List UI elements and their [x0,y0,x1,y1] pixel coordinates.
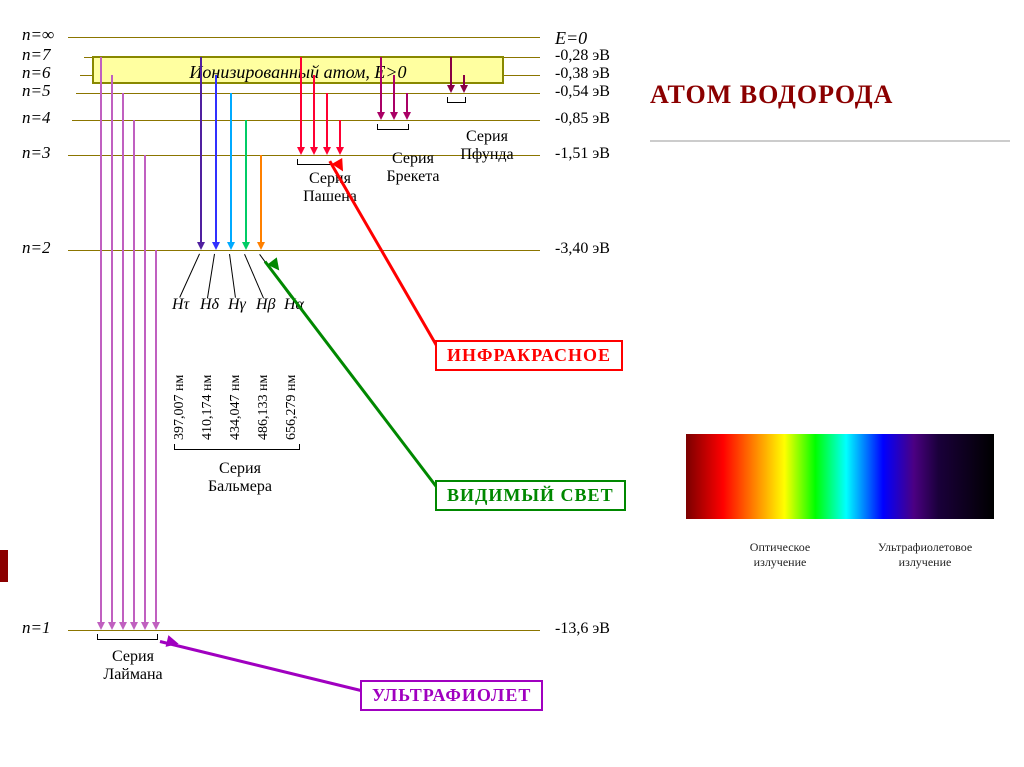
level-label: n=1 [22,618,50,638]
balmer-wavelength: 656,279 нм [284,330,300,440]
series-arrow-line [200,57,202,244]
callout-box-ultraviolet: УЛЬТРАФИОЛЕТ [360,680,543,711]
balmer-symbol: Hτ [172,296,189,314]
series-arrow-head [447,85,455,93]
page-title: АТОМ ВОДОРОДА [650,80,893,110]
decor-hr [650,140,1010,142]
series-arrow-head [212,242,220,250]
series-arrow-line [245,120,247,244]
spectrum-label: Оптическое излучение [710,540,850,570]
series-brace [97,634,158,640]
energy-level-line [68,250,540,251]
energy-value: -3,40 эВ [555,240,610,258]
balmer-connector [229,254,236,298]
series-arrow-head [227,242,235,250]
series-arrow-head [310,147,318,155]
callout-arrowhead-visible [267,257,284,274]
balmer-brace [174,444,300,450]
series-arrow-line [155,250,157,624]
series-arrow-line [122,93,124,624]
level-label: n=2 [22,238,50,258]
series-arrow-head [152,622,160,630]
series-arrow-line [326,93,328,149]
series-arrow-line [260,155,262,244]
series-arrow-line [111,75,113,624]
series-arrow-head [390,112,398,120]
balmer-symbol: Hδ [200,296,219,314]
spectrum-panel [680,410,1000,525]
series-arrow-line [230,93,232,244]
series-arrow-head [242,242,250,250]
series-arrow-line [100,57,102,624]
series-arrow-line [380,57,382,114]
series-arrow-line [215,75,217,244]
series-arrow-line [406,93,408,114]
balmer-symbol: Hβ [256,296,276,314]
series-arrow-head [297,147,305,155]
series-arrow-line [339,120,341,149]
balmer-wavelength: 397,007 нм [172,330,188,440]
series-arrow-head [97,622,105,630]
series-brace [377,124,409,130]
series-arrow-line [450,57,452,87]
callout-arrow-infrared [329,161,442,352]
series-label-pfund: Серия Пфунда [442,128,532,164]
callout-arrow-ultraviolet [160,640,366,693]
series-arrow-head [197,242,205,250]
series-arrow-head [119,622,127,630]
energy-value: -13,6 эВ [555,620,610,638]
series-arrow-head [377,112,385,120]
energy-level-line [68,630,540,631]
series-arrow-line [393,75,395,114]
callout-box-infrared: ИНФРАКРАСНОЕ [435,340,623,371]
series-label-paschen: Серия Пашена [285,170,375,206]
energy-zero-label: E=0 [555,28,587,49]
balmer-connector [207,254,215,298]
series-arrow-head [336,147,344,155]
series-arrow-head [323,147,331,155]
energy-value: -0,85 эВ [555,110,610,128]
balmer-wavelength: 410,174 нм [200,330,216,440]
level-label: n=6 [22,63,50,83]
ionized-atom-box: Ионизированный атом, E>0 [92,56,504,84]
callout-box-visible: ВИДИМЫЙ СВЕТ [435,480,626,511]
balmer-wavelength: 486,133 нм [256,330,272,440]
balmer-connector [244,254,264,298]
energy-level-line [76,93,540,94]
energy-level-line [72,120,540,121]
level-label: n=3 [22,143,50,163]
level-label: n=∞ [22,25,54,45]
series-brace [447,97,466,103]
series-label-balmer: Серия Бальмера [190,460,290,496]
level-label: n=7 [22,45,50,65]
series-arrow-line [300,57,302,149]
energy-value: -0,28 эВ [555,47,610,65]
spectrum-label: Ультрафиолетовое излучение [855,540,995,570]
series-arrow-line [313,75,315,149]
spectrum-gradient [686,434,994,519]
series-arrow-line [144,155,146,624]
decor-bar [0,550,8,582]
series-arrow-line [133,120,135,624]
balmer-symbol: Hγ [228,296,246,314]
energy-value: -1,51 эВ [555,145,610,163]
series-arrow-head [108,622,116,630]
series-label-lyman: Серия Лаймана [88,648,178,684]
series-arrow-head [141,622,149,630]
balmer-wavelength: 434,047 нм [228,330,244,440]
series-arrow-head [130,622,138,630]
energy-level-line [68,37,540,38]
level-label: n=4 [22,108,50,128]
series-arrow-head [257,242,265,250]
level-label: n=5 [22,81,50,101]
energy-value: -0,54 эВ [555,83,610,101]
energy-value: -0,38 эВ [555,65,610,83]
balmer-connector [179,254,200,298]
series-arrow-head [460,85,468,93]
series-arrow-head [403,112,411,120]
